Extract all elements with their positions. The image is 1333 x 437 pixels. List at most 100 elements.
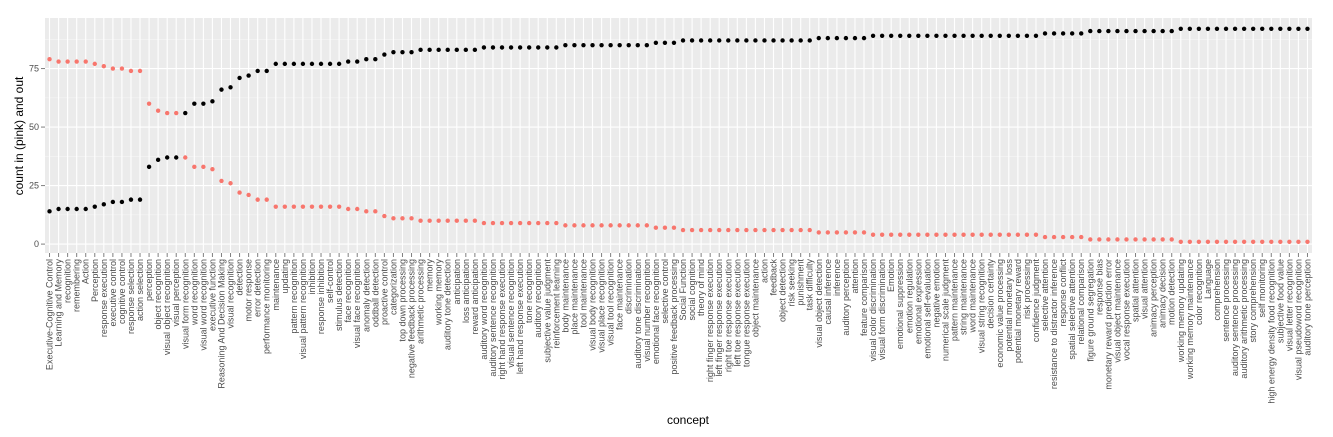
point [345, 59, 351, 64]
point [934, 33, 939, 38]
point [65, 206, 70, 212]
point [1187, 26, 1193, 31]
point [617, 42, 622, 48]
point [146, 164, 152, 170]
point [943, 33, 948, 38]
point [771, 227, 776, 233]
x-tick-label: auditory sentence recognition [488, 259, 498, 377]
point [1305, 26, 1310, 31]
point [327, 204, 333, 209]
x-tick-label: arithmetic processing [416, 259, 426, 344]
x-tick-label: self-control [325, 259, 335, 303]
x-tick-label: right toe response execution [723, 259, 733, 372]
x-tick-label: visual word recognition [198, 259, 208, 351]
x-tick-label: confidence judgment [1031, 259, 1041, 343]
point [1033, 33, 1039, 38]
x-axis-title: concept [667, 413, 710, 427]
x-tick-label: motor response [244, 259, 254, 322]
point [1124, 28, 1129, 34]
point [671, 40, 677, 46]
x-tick-label: risk seeking [787, 259, 797, 307]
point [119, 199, 125, 205]
point [1097, 237, 1102, 242]
x-tick-label: feature comparison [859, 259, 869, 336]
x-tick-label: attention [850, 259, 860, 294]
point [599, 42, 604, 48]
point [490, 45, 496, 50]
point [925, 33, 930, 38]
point [861, 35, 867, 41]
point [74, 206, 79, 212]
point [1296, 239, 1301, 244]
x-tick-label: risk processing [1022, 259, 1032, 319]
x-tick-label: color recognition [1194, 259, 1204, 325]
x-tick-label: causal inference [823, 259, 833, 325]
point [825, 230, 831, 235]
point [753, 227, 758, 233]
point [291, 204, 297, 209]
point [617, 223, 622, 228]
x-tick-label: object detection [778, 259, 788, 322]
point [128, 197, 134, 202]
point [888, 33, 894, 38]
x-tick-label: inhibition [307, 259, 317, 295]
point [1151, 28, 1156, 34]
point [807, 38, 812, 43]
x-tick-label: right hand response execution [497, 259, 507, 380]
point [101, 64, 107, 69]
point [608, 223, 613, 228]
x-tick-label: left hand response execution [515, 259, 525, 374]
x-tick-label: theory of mind [696, 259, 706, 316]
point [210, 167, 215, 172]
point [644, 223, 650, 228]
point [56, 206, 61, 212]
point [970, 33, 975, 38]
x-tick-label: error detection [253, 259, 263, 317]
point [1033, 232, 1039, 237]
x-tick-label: proactive control [379, 259, 389, 325]
point [409, 49, 414, 55]
point [1305, 239, 1310, 244]
x-tick-label: economic value processing [995, 259, 1005, 368]
x-tick-label: working memory [434, 259, 444, 327]
y-tick-label: 75 [29, 64, 39, 74]
x-tick-label: action selection [135, 259, 145, 321]
point [391, 216, 396, 221]
point [816, 230, 821, 235]
x-tick-label: vocal response execution [1121, 259, 1131, 361]
y-axis-title: count in (pink) and out [12, 76, 26, 195]
x-tick-label: visual attention [1140, 259, 1150, 319]
point [726, 38, 731, 43]
x-tick-label: subjective food value [1275, 259, 1285, 343]
point [1051, 31, 1057, 36]
point [1250, 239, 1256, 244]
x-tick-label: subjective value judgment [542, 259, 552, 363]
x-tick-label: auditory tone discrimination [633, 259, 643, 369]
x-tick-label: Emotion [886, 259, 896, 292]
x-tick-label: visual form recognition [180, 259, 190, 349]
x-tick-label: Action [81, 259, 91, 284]
point [128, 68, 134, 74]
x-tick-label: working memory updating [1176, 259, 1186, 363]
point [1069, 31, 1075, 36]
point [979, 33, 984, 38]
point [47, 56, 52, 62]
point [1223, 26, 1229, 31]
plot-panel [45, 18, 1312, 253]
x-tick-label: auditory arithmetic processing [1239, 259, 1249, 379]
point [463, 47, 469, 53]
point [1024, 232, 1030, 237]
x-tick-label: visual object maintenance [1112, 259, 1122, 363]
point [364, 56, 369, 62]
point [192, 101, 197, 106]
point [1269, 239, 1274, 244]
point [246, 73, 251, 78]
point [83, 206, 88, 212]
point [834, 35, 840, 41]
x-tick-label: visual number recognition [642, 259, 652, 362]
x-tick-label: tool maintenance [578, 259, 588, 328]
point [309, 61, 315, 67]
x-tick-label: executive function [207, 259, 217, 331]
point [517, 45, 523, 50]
